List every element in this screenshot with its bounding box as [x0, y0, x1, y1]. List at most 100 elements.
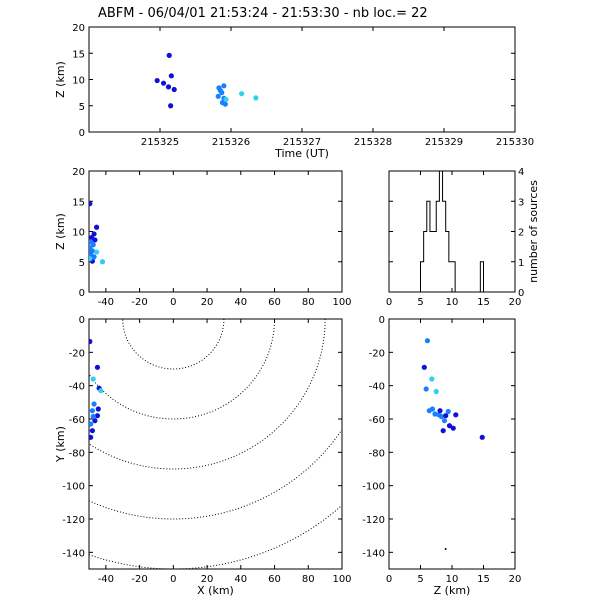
time_z-point [168, 73, 174, 79]
z_hist-ytick-label: 1 [518, 258, 524, 269]
z_hist-xtick-label: 15 [477, 297, 490, 308]
x_z-ytick-label: 10 [72, 228, 85, 239]
z_y-points [421, 338, 485, 550]
z_y-point [423, 386, 429, 392]
x_y-xtick-label: -40 [98, 574, 114, 585]
range-rings [89, 319, 342, 569]
z_y-ytick-label: -140 [362, 548, 385, 559]
time_z-ytick-label: 15 [72, 49, 85, 60]
time_z-xtick-label: 215325 [141, 137, 179, 148]
x_z-xtick-label: 0 [170, 297, 176, 308]
z_hist-xtick-label: 10 [446, 297, 459, 308]
time_z-point [217, 87, 223, 94]
time_z-point [168, 103, 174, 109]
x_z-points [89, 201, 106, 265]
x_z-xtick-label: 60 [268, 297, 281, 308]
figure-title: ABFM - 06/04/01 21:53:24 - 21:53:30 - nb… [98, 6, 428, 21]
z_y-ytick-label: -20 [369, 348, 385, 359]
x_y-xtick-label: 20 [201, 574, 214, 585]
z_y-ytick-label: -80 [369, 448, 385, 459]
z_hist-ytick-label: 3 [518, 197, 524, 208]
x_y-ylabel: Y (km) [54, 426, 67, 463]
z_y-point [445, 408, 451, 415]
x_y-ytick-label: -80 [69, 448, 85, 459]
x_y-point [89, 434, 94, 440]
z_y-ytick-label: 0 [379, 315, 385, 326]
z_y-ytick-label: -120 [362, 515, 385, 526]
z_y-point [440, 428, 446, 434]
z_y-point [429, 406, 436, 412]
time_z-point [154, 77, 160, 84]
x_y-points [89, 338, 104, 440]
z_y-point [429, 376, 435, 382]
x_z-point [91, 231, 97, 237]
z_y-xlabel: Z (km) [434, 584, 471, 597]
x_z-ytick-label: 0 [79, 288, 85, 299]
x_y-point [90, 413, 96, 420]
x_y-ytick-label: -140 [62, 548, 85, 559]
z_y-xtick-label: 0 [386, 574, 392, 585]
x_y-point [89, 338, 93, 345]
time_z-ytick-label: 0 [79, 128, 85, 139]
z_y-point [441, 418, 448, 424]
z_hist-xtick-label: 0 [386, 297, 392, 308]
z_y-ytick-label: -60 [369, 415, 385, 426]
time_z-points [154, 52, 259, 109]
z_y-xtick-label: 20 [509, 574, 522, 585]
x_y-point [89, 408, 95, 414]
z_y-point [444, 548, 447, 550]
z_y-ytick-label: -40 [369, 382, 385, 393]
x_z-ylabel: Z (km) [54, 213, 67, 250]
time_z-frame [88, 26, 516, 133]
time_z-point [253, 95, 259, 101]
z_y-point [438, 413, 444, 420]
z_y-point [479, 434, 485, 440]
x_y-xtick-label: 0 [170, 574, 176, 585]
z_hist-step-outline [389, 170, 515, 293]
z_y-point [437, 408, 443, 414]
x_z-point [92, 237, 98, 243]
z_y-point [443, 413, 449, 419]
x_z-ytick-label: 5 [79, 258, 85, 269]
x_y-xtick-label: 80 [302, 574, 315, 585]
x_z-point [99, 259, 106, 265]
x_z-point [90, 242, 96, 248]
time_z-point [239, 91, 245, 97]
z_hist-ytick-label: 2 [518, 228, 524, 239]
x_y-point [92, 418, 98, 424]
x_y-xtick-label: 60 [268, 574, 281, 585]
time_z-xtick-label: 215330 [496, 137, 534, 148]
x_z-xtick-label: 80 [302, 297, 315, 308]
z_y-point [433, 388, 439, 395]
z_y-point [421, 364, 427, 370]
time_z-point [223, 96, 229, 103]
x_y-point [89, 421, 94, 427]
x_z-xtick-label: 40 [234, 297, 247, 308]
x_y-point [98, 388, 104, 394]
x_z-point [89, 256, 93, 262]
z_y-point [450, 425, 456, 431]
time_z-point [222, 101, 228, 107]
z_y-point [446, 423, 453, 429]
z_hist-ytick-label: 0 [518, 288, 524, 299]
time_z-ylabel: Z (km) [54, 61, 67, 98]
x_z-xtick-label: -40 [98, 297, 114, 308]
x_y-ytick-label: -100 [62, 482, 85, 493]
x_y-xtick-label: -20 [131, 574, 147, 585]
z_y-xtick-label: 5 [417, 574, 423, 585]
x_z-xtick-label: -20 [131, 297, 147, 308]
x_y-point [90, 376, 96, 382]
z_hist-xtick-label: 5 [417, 297, 423, 308]
z_hist-ytick-label: 4 [518, 167, 524, 178]
time_z-xlabel: Time (UT) [274, 147, 329, 160]
x_z-point [93, 249, 100, 255]
z_y-point [453, 412, 459, 418]
x_z-xtick-label: 20 [201, 297, 214, 308]
time_z-xtick-label: 215328 [354, 137, 392, 148]
x_y-xtick-label: 40 [234, 574, 247, 585]
time_z-xtick-label: 215329 [425, 137, 463, 148]
range-ring [89, 428, 342, 520]
time_z-xtick-label: 215326 [212, 137, 250, 148]
x_y-point [94, 413, 101, 419]
time_z-ytick-label: 10 [72, 76, 85, 87]
